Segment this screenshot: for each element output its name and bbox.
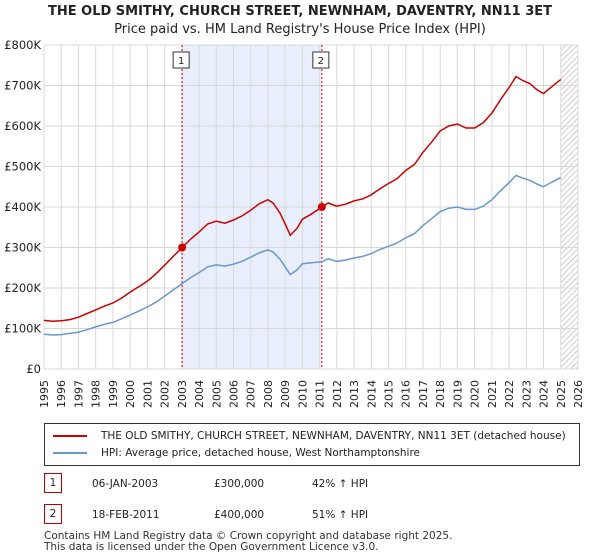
x-tick-label: 2021: [486, 380, 499, 408]
legend-label-property: THE OLD SMITHY, CHURCH STREET, NEWNHAM, …: [101, 430, 566, 442]
x-tick-label: 2017: [417, 380, 430, 408]
x-tick-label: 2011: [314, 380, 327, 408]
y-tick-label: £200K: [4, 281, 41, 295]
x-tick-label: 2023: [520, 380, 533, 408]
sale-label-text: 2: [318, 56, 324, 67]
legend-label-hpi: HPI: Average price, detached house, West…: [101, 447, 420, 459]
hpi-series-line: [43, 174, 562, 336]
price-chart: 1 2 £0 £100K £200K £300K £400K £500K £600K £700K £…: [4, 38, 585, 408]
x-tick-label: 2002: [159, 380, 172, 408]
x-tick-label: 2013: [348, 380, 361, 408]
x-tick-label: 2020: [469, 380, 482, 408]
y-tick-label: £500K: [4, 160, 41, 174]
y-tick-label: £100K: [4, 322, 41, 336]
property-series-line: [43, 75, 562, 322]
chart-legend: THE OLD SMITHY, CHURCH STREET, NEWNHAM, …: [44, 423, 580, 466]
x-tick-label: 2016: [400, 380, 413, 408]
y-tick-label: £800K: [4, 38, 41, 52]
x-tick-label: 2000: [124, 380, 137, 408]
x-tick-label: 2003: [176, 380, 189, 408]
chart-subtitle: Price paid vs. HM Land Registry's House …: [114, 22, 486, 37]
y-tick-label: £0: [26, 362, 41, 376]
y-tick-label: £600K: [4, 119, 41, 133]
sale-hpi-change: 51% ↑ HPI: [312, 509, 369, 521]
x-tick-label: 1999: [107, 380, 120, 408]
legend-swatch-hpi: [53, 452, 87, 454]
sale-label-text: 1: [178, 56, 184, 67]
x-tick-label: 2006: [227, 380, 240, 408]
sale-label-box: [172, 51, 190, 69]
legend-swatch-property: [53, 435, 87, 437]
sale-point: [317, 203, 326, 211]
sale-date: 06-JAN-2003: [92, 478, 159, 490]
sale-hpi-change: 42% ↑ HPI: [312, 478, 369, 490]
y-tick-label: £300K: [4, 241, 41, 255]
x-tick-label: 2001: [141, 380, 154, 408]
x-tick-label: 2008: [262, 380, 275, 408]
y-tick-label: £700K: [4, 79, 41, 93]
x-tick-label: 1996: [55, 380, 68, 408]
sale-point: [178, 243, 187, 252]
footer-line-1: Contains HM Land Registry data © Crown c…: [44, 530, 453, 542]
x-tick-label: 2024: [538, 380, 551, 408]
x-tick-label: 2009: [279, 380, 292, 408]
footer-attribution: Contains HM Land Registry data © Crown c…: [44, 531, 452, 553]
legend-item-property: THE OLD SMITHY, CHURCH STREET, NEWNHAM, …: [53, 428, 566, 444]
x-tick-label: 1998: [90, 380, 103, 408]
x-tick-label: 2025: [555, 380, 568, 408]
x-tick-label: 2007: [245, 380, 258, 408]
x-tick-label: 2026: [572, 380, 585, 408]
sale-price: £400,000: [214, 509, 265, 521]
x-tick-label: 2019: [451, 380, 464, 408]
y-tick-label: £400K: [4, 200, 41, 214]
x-tick-label: 2010: [296, 380, 309, 408]
x-tick-label: 2005: [210, 380, 223, 408]
sale-number-badge: 2: [44, 504, 62, 524]
x-tick-label: 1995: [38, 380, 51, 408]
x-tick-label: 2015: [383, 380, 396, 408]
x-tick-label: 2018: [434, 380, 447, 408]
x-tick-label: 2014: [365, 380, 378, 408]
x-tick-label: 2004: [193, 380, 206, 408]
footer-line-2: This data is licensed under the Open Gov…: [44, 541, 379, 553]
sale-number-badge: 1: [44, 473, 62, 493]
legend-item-hpi: HPI: Average price, detached house, West…: [53, 445, 420, 461]
sale-label-box: [312, 51, 330, 69]
x-tick-label: 2022: [503, 380, 516, 408]
x-tick-label: 1997: [72, 380, 85, 408]
sale-date: 18-FEB-2011: [92, 509, 160, 521]
sale-price: £300,000: [214, 478, 265, 490]
x-tick-label: 2012: [331, 380, 344, 408]
chart-title: THE OLD SMITHY, CHURCH STREET, NEWNHAM, …: [47, 4, 552, 19]
